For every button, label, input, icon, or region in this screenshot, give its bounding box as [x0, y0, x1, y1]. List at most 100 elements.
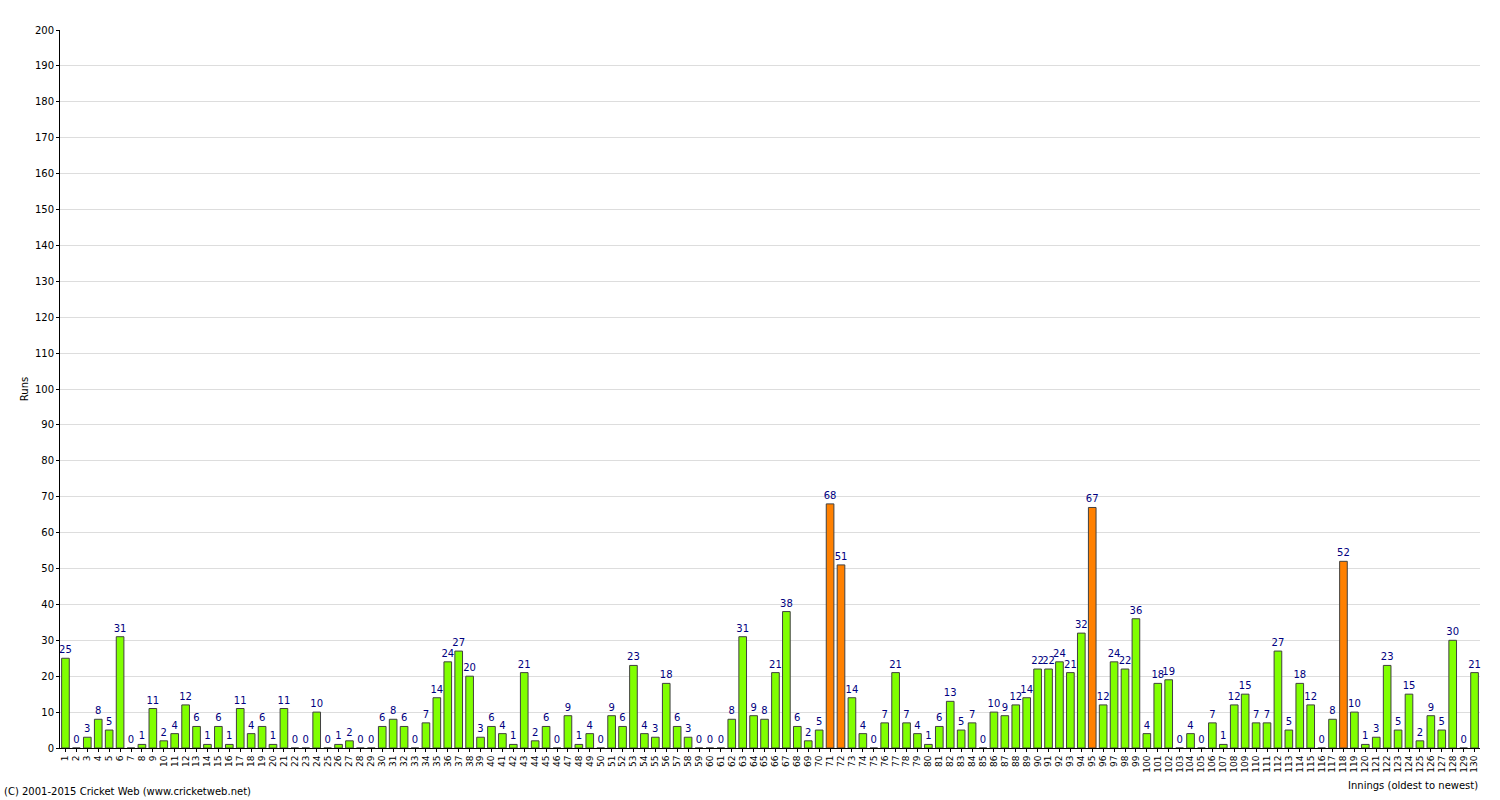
svg-text:15: 15: [1239, 680, 1252, 691]
svg-text:5: 5: [104, 756, 114, 762]
svg-text:6: 6: [193, 712, 199, 723]
svg-text:15: 15: [213, 756, 223, 767]
svg-text:2: 2: [346, 727, 352, 738]
svg-text:40: 40: [41, 599, 54, 610]
svg-text:69: 69: [803, 755, 813, 767]
svg-text:10: 10: [1348, 698, 1361, 709]
svg-text:5: 5: [1395, 716, 1401, 727]
svg-text:1: 1: [576, 730, 582, 741]
svg-text:10: 10: [988, 698, 1001, 709]
svg-text:46: 46: [552, 755, 562, 767]
svg-text:7: 7: [1209, 709, 1215, 720]
svg-text:20: 20: [268, 755, 278, 767]
svg-text:0: 0: [598, 734, 604, 745]
svg-text:22: 22: [290, 756, 300, 767]
svg-text:117: 117: [1327, 756, 1337, 773]
svg-text:78: 78: [901, 755, 911, 767]
svg-text:53: 53: [628, 756, 638, 767]
svg-text:1: 1: [1220, 730, 1226, 741]
svg-text:80: 80: [923, 755, 933, 767]
svg-text:3: 3: [84, 723, 90, 734]
svg-text:63: 63: [738, 756, 748, 767]
svg-text:56: 56: [661, 755, 671, 767]
svg-text:85: 85: [978, 756, 988, 767]
svg-text:42: 42: [508, 756, 518, 767]
svg-text:27: 27: [344, 756, 354, 767]
svg-text:0: 0: [554, 734, 560, 745]
svg-text:30: 30: [1446, 626, 1459, 637]
svg-text:64: 64: [749, 755, 759, 767]
svg-text:120: 120: [35, 312, 54, 323]
svg-text:73: 73: [847, 756, 857, 767]
svg-text:23: 23: [1381, 651, 1394, 662]
svg-text:7: 7: [1264, 709, 1270, 720]
svg-text:12: 12: [179, 691, 192, 702]
svg-text:0: 0: [871, 734, 877, 745]
svg-text:21: 21: [769, 659, 782, 670]
svg-text:109: 109: [1240, 755, 1250, 772]
svg-text:4: 4: [860, 720, 866, 731]
svg-text:113: 113: [1284, 756, 1294, 773]
svg-text:Innings (oldest to newest): Innings (oldest to newest): [1348, 780, 1478, 791]
svg-text:52: 52: [1337, 547, 1350, 558]
svg-text:127: 127: [1437, 756, 1447, 773]
svg-text:21: 21: [889, 659, 902, 670]
svg-text:8: 8: [1329, 705, 1335, 716]
svg-text:89: 89: [1022, 755, 1032, 767]
svg-text:122: 122: [1382, 756, 1392, 773]
svg-text:0: 0: [324, 734, 330, 745]
svg-text:6: 6: [401, 712, 407, 723]
svg-text:38: 38: [780, 598, 793, 609]
svg-text:57: 57: [672, 756, 682, 767]
svg-text:8: 8: [95, 705, 101, 716]
svg-text:24: 24: [1108, 648, 1121, 659]
svg-text:123: 123: [1393, 756, 1403, 773]
svg-text:31: 31: [388, 756, 398, 767]
svg-text:124: 124: [1404, 755, 1414, 772]
svg-text:15: 15: [1403, 680, 1416, 691]
svg-text:21: 21: [518, 659, 531, 670]
svg-text:68: 68: [792, 755, 802, 767]
svg-text:2: 2: [805, 727, 811, 738]
svg-text:23: 23: [301, 756, 311, 767]
svg-text:31: 31: [114, 623, 127, 634]
svg-text:200: 200: [35, 25, 54, 36]
svg-text:77: 77: [891, 756, 901, 767]
svg-text:13: 13: [191, 756, 201, 767]
svg-text:40: 40: [486, 755, 496, 767]
svg-text:1: 1: [510, 730, 516, 741]
svg-text:126: 126: [1426, 755, 1436, 772]
svg-text:23: 23: [627, 651, 640, 662]
svg-text:83: 83: [956, 756, 966, 767]
svg-text:110: 110: [35, 348, 54, 359]
svg-text:7: 7: [126, 756, 136, 762]
svg-text:99: 99: [1131, 755, 1141, 767]
svg-text:14: 14: [846, 684, 859, 695]
svg-text:45: 45: [541, 756, 551, 767]
svg-text:130: 130: [35, 276, 54, 287]
svg-text:4: 4: [93, 755, 103, 761]
svg-text:190: 190: [35, 60, 54, 71]
svg-text:47: 47: [563, 756, 573, 767]
svg-text:21: 21: [1064, 659, 1077, 670]
svg-text:24: 24: [441, 648, 454, 659]
svg-text:9: 9: [608, 702, 614, 713]
svg-text:32: 32: [399, 756, 409, 767]
svg-text:106: 106: [1207, 755, 1217, 772]
svg-text:0: 0: [128, 734, 134, 745]
svg-text:104: 104: [1185, 755, 1195, 772]
svg-text:1: 1: [204, 730, 210, 741]
svg-text:100: 100: [1142, 755, 1152, 772]
svg-text:6: 6: [488, 712, 494, 723]
svg-text:37: 37: [454, 756, 464, 767]
svg-text:3: 3: [477, 723, 483, 734]
svg-text:4: 4: [641, 720, 647, 731]
svg-text:4: 4: [172, 720, 178, 731]
svg-text:4: 4: [1187, 720, 1193, 731]
svg-text:91: 91: [1043, 756, 1053, 767]
svg-text:86: 86: [989, 755, 999, 767]
svg-text:9: 9: [148, 755, 158, 761]
svg-text:9: 9: [1002, 702, 1008, 713]
svg-text:1: 1: [1362, 730, 1368, 741]
svg-text:114: 114: [1295, 755, 1305, 772]
